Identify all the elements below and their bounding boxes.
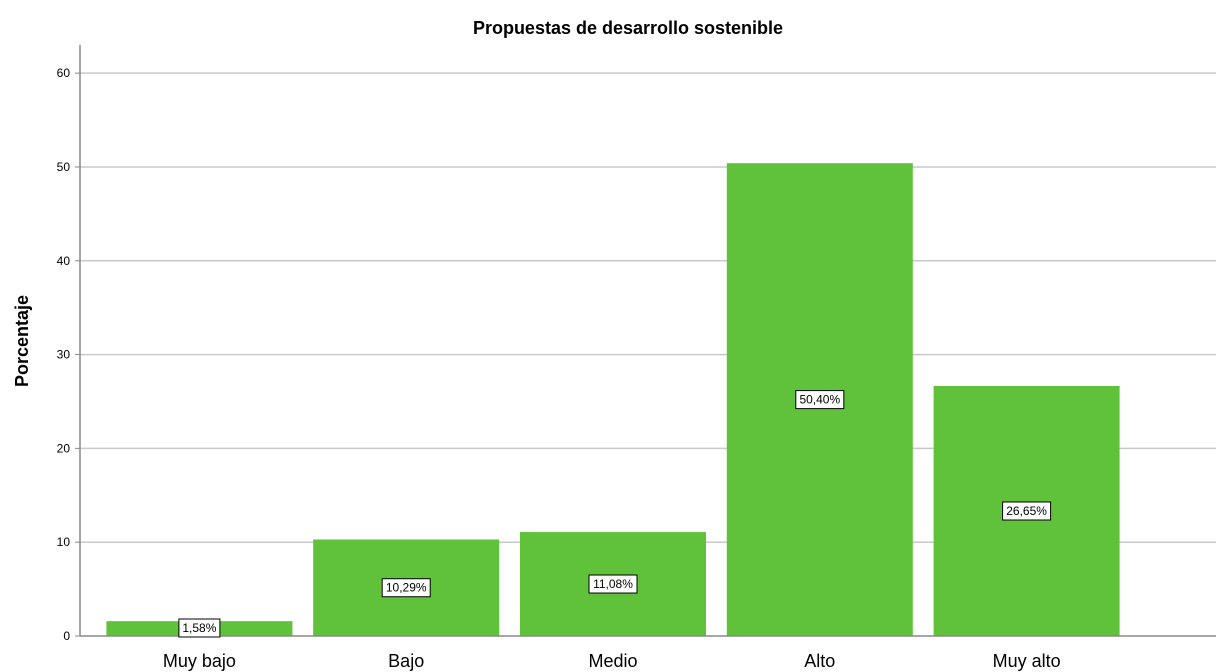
data-label: 11,08% <box>593 577 633 591</box>
x-category-label: Alto <box>804 651 835 671</box>
x-category-label: Bajo <box>388 651 424 671</box>
data-label: 26,65% <box>1006 504 1047 518</box>
y-tick-label: 10 <box>57 535 71 549</box>
data-label: 10,29% <box>386 581 427 595</box>
data-label-box <box>1002 501 1052 521</box>
data-label-box <box>381 578 431 598</box>
data-label: 1,58% <box>182 621 216 635</box>
y-tick-label: 30 <box>57 348 71 362</box>
x-category-label: Medio <box>588 651 637 671</box>
y-tick-label: 40 <box>57 254 71 268</box>
bars <box>106 163 1120 636</box>
data-label-box <box>588 574 638 594</box>
x-category-label: Muy alto <box>993 651 1061 671</box>
y-tick-label: 50 <box>57 160 71 174</box>
chart-title: Propuestas de desarrollo sostenible <box>472 18 784 38</box>
y-tick-label: 20 <box>57 441 71 455</box>
y-tick-label: 0 <box>63 629 70 643</box>
y-tick-label: 60 <box>57 66 71 80</box>
data-label-box <box>795 390 845 410</box>
data-label: 50,40% <box>799 393 840 407</box>
x-category-label: Muy bajo <box>163 651 236 671</box>
data-label-box <box>178 618 221 638</box>
axes <box>75 45 1216 637</box>
labels: 0 10 20 30 40 50 60 Muy bajo 1,58% Bajo 10,29% Medi… <box>57 66 1061 671</box>
